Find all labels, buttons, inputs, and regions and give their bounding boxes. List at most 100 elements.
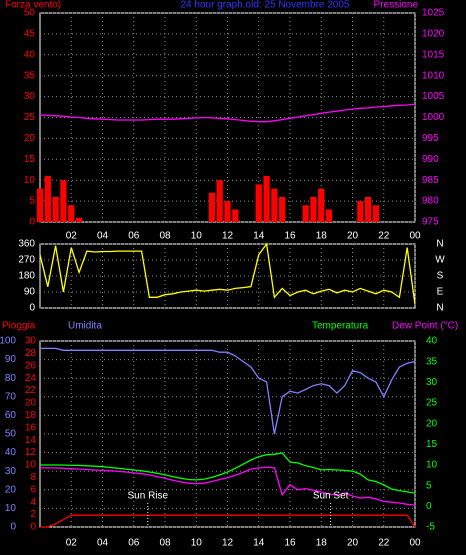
wind-bar	[75, 217, 83, 222]
series-label: Forza vento)	[5, 0, 61, 11]
annotation-label: Sun Set	[313, 491, 349, 502]
wind-bar	[60, 180, 67, 222]
y-tick-label: 35	[24, 70, 36, 81]
x-tick-label: 22	[378, 538, 390, 549]
x-tick-label: 16	[284, 538, 296, 549]
wind-bar	[216, 180, 223, 222]
wind-bar	[357, 201, 364, 222]
y-tick-label: 990	[422, 154, 439, 165]
y-tick-label: 0	[29, 303, 35, 314]
wind-bar	[232, 209, 239, 222]
wind-bar	[224, 201, 231, 222]
y-tick-label: 40	[426, 336, 438, 347]
y-tick-label: 90	[24, 287, 36, 298]
wind-bar	[310, 196, 317, 222]
y-tick-label: E	[437, 287, 444, 298]
x-tick-label: 10	[191, 538, 203, 549]
y-tick-label: 980	[422, 196, 439, 207]
y-tick-label: 40	[5, 447, 17, 458]
series-line	[39, 103, 416, 123]
y-tick-label: 1015	[422, 49, 445, 60]
series-label: Pressione	[374, 0, 419, 11]
y-tick-label: 30	[24, 91, 36, 102]
y-tick-label: 0	[426, 501, 432, 512]
y-tick-label: 975	[422, 217, 439, 228]
wind-bar	[263, 176, 270, 222]
y-tick-label: 995	[422, 133, 439, 144]
series-line	[40, 452, 416, 494]
y-tick-label: 0	[10, 522, 16, 533]
y-tick-label: 1025	[422, 8, 445, 19]
y-tick-label: 5	[426, 480, 432, 491]
wind-bar	[279, 196, 286, 222]
y-tick-label: 26	[25, 360, 37, 371]
x-tick-label: 12	[222, 231, 234, 242]
y-tick-label: 1000	[422, 112, 445, 123]
wind-bar	[68, 205, 75, 222]
y-tick-label: N	[436, 303, 443, 314]
y-tick-label: 10	[5, 503, 17, 514]
y-tick-label: 25	[426, 398, 438, 409]
wind-bar	[372, 205, 380, 222]
x-tick-label: 22	[378, 231, 390, 242]
series-line	[39, 242, 416, 305]
x-tick-label: 06	[128, 231, 140, 242]
y-tick-label: 20	[24, 133, 36, 144]
y-tick-label: 1010	[422, 70, 445, 81]
y-tick-label: 20	[426, 418, 438, 429]
y-tick-label: 90	[5, 354, 17, 365]
y-tick-label: 8	[30, 472, 36, 483]
y-tick-label: 1005	[422, 91, 445, 102]
y-tick-label: W	[435, 255, 445, 266]
y-tick-label: 24	[25, 373, 37, 384]
x-tick-label: 18	[316, 231, 328, 242]
series-line	[40, 347, 416, 435]
x-tick-label: 00	[409, 231, 421, 242]
wind-bar	[44, 176, 51, 222]
y-tick-label: 50	[24, 8, 36, 19]
y-tick-label: 5	[29, 196, 35, 207]
y-tick-label: 4	[30, 497, 36, 508]
wind-bar	[255, 184, 262, 222]
x-tick-label: 14	[253, 538, 265, 549]
y-tick-label: 14	[25, 435, 37, 446]
series-line	[40, 466, 416, 506]
y-tick-label: 22	[25, 385, 37, 396]
x-tick-label: 06	[128, 538, 140, 549]
x-tick-label: 10	[191, 231, 203, 242]
wind-bar	[325, 209, 333, 222]
x-tick-label: 00	[409, 538, 421, 549]
annotation-label: Sun Rise	[128, 491, 169, 502]
y-tick-label: 80	[5, 373, 17, 384]
wind-bar	[271, 188, 278, 222]
y-tick-label: 10	[426, 460, 438, 471]
x-tick-label: 14	[253, 231, 265, 242]
y-tick-label: 70	[5, 391, 17, 402]
wind-bar	[52, 196, 59, 222]
wind-bar	[36, 188, 44, 222]
x-tick-label: 02	[66, 538, 78, 549]
y-tick-label: 30	[25, 336, 37, 347]
series-line	[40, 514, 416, 528]
y-tick-label: 40	[24, 49, 36, 60]
wind-bar	[208, 192, 215, 222]
chart-title: 24 hour graph.old: 25 Novembre 2005	[180, 0, 349, 11]
y-tick-label: 10	[25, 460, 37, 471]
series-label: Dew Point (°C)	[392, 321, 458, 332]
x-tick-label: 12	[222, 538, 234, 549]
x-tick-label: 02	[66, 231, 78, 242]
y-tick-label: 45	[24, 29, 36, 40]
y-tick-label: 0	[29, 217, 35, 228]
y-tick-label: 15	[426, 439, 438, 450]
series-label: Umidita	[68, 321, 102, 332]
y-tick-label: 18	[25, 410, 37, 421]
y-tick-label: N	[436, 239, 443, 250]
y-tick-label: 1020	[422, 29, 445, 40]
y-tick-label: 60	[5, 410, 17, 421]
y-tick-label: 30	[5, 466, 17, 477]
y-tick-label: 30	[426, 377, 438, 388]
y-tick-label: 985	[422, 175, 439, 186]
wind-bar	[302, 205, 309, 222]
y-tick-label: 2	[30, 509, 36, 520]
